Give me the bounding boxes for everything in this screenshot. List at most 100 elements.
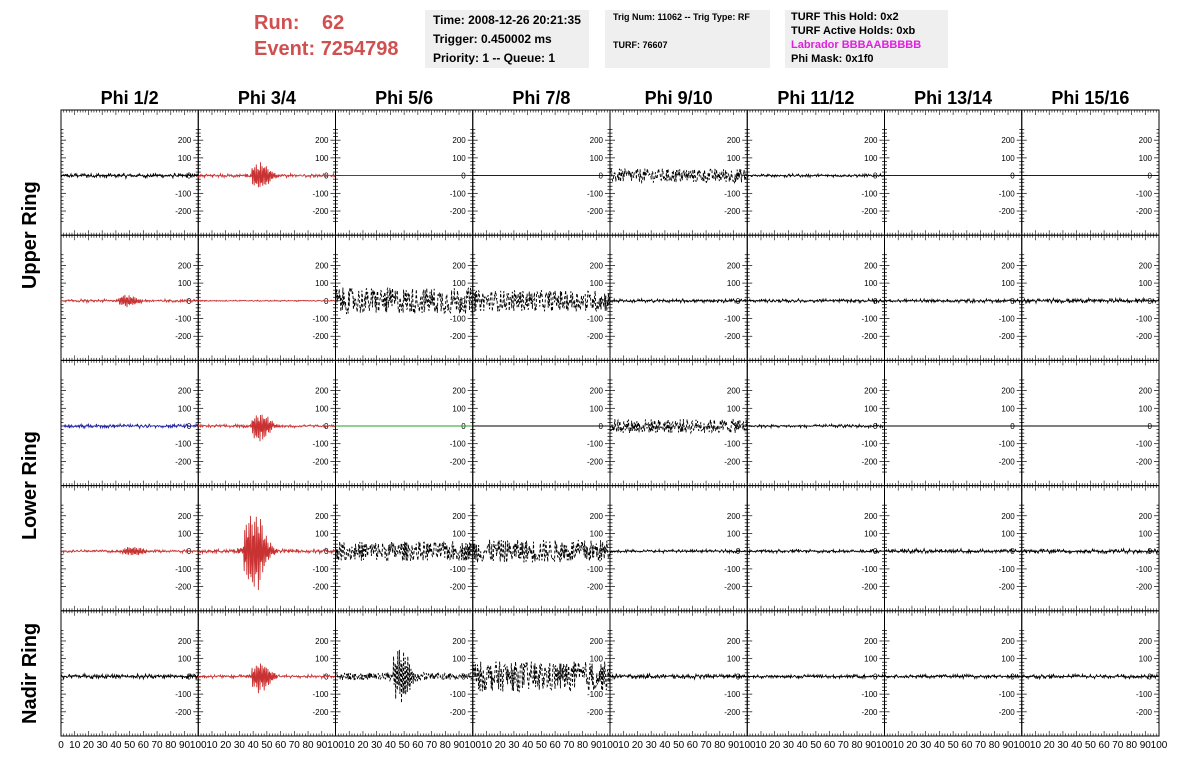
turf-active-text: TURF Active Holds: 0xb	[791, 25, 916, 37]
waveform-trace	[60, 546, 199, 556]
y-tick-label: 200	[178, 261, 192, 270]
waveform-trace	[60, 294, 199, 308]
panel-frame	[197, 234, 336, 361]
y-tick-label: -100	[1136, 440, 1153, 449]
y-tick-label: 200	[452, 136, 466, 145]
y-tick-label: 0	[1148, 172, 1153, 181]
y-tick-label: -200	[450, 583, 467, 592]
panel-frame	[472, 485, 611, 612]
column-title: Phi 13/14	[914, 88, 992, 108]
y-tick-label: -200	[175, 332, 192, 341]
y-tick-label: -100	[587, 440, 604, 449]
y-tick-label: 100	[864, 279, 878, 288]
panel-frame	[335, 359, 474, 487]
y-tick-label: 0	[1010, 422, 1015, 431]
y-tick-label: -200	[450, 457, 467, 466]
turf-hold-box: TURF This Hold: 0x2 TURF Active Holds: 0…	[785, 10, 948, 68]
y-tick-label: 100	[452, 154, 466, 163]
y-tick-label: -200	[587, 332, 604, 341]
y-tick-label: 100	[864, 529, 878, 538]
waveform-trace	[609, 547, 748, 555]
y-tick-label: 200	[178, 512, 192, 521]
y-tick-label: 100	[178, 404, 192, 413]
panel-frame	[472, 109, 611, 236]
y-tick-label: 200	[178, 136, 192, 145]
panel-frame	[609, 485, 748, 612]
y-tick-label: -200	[175, 583, 192, 592]
y-tick-label: 200	[452, 261, 466, 270]
event-label: Event:	[254, 38, 316, 60]
y-tick-label: -100	[312, 315, 329, 324]
y-tick-label: -100	[312, 189, 329, 198]
panel-frame	[472, 234, 611, 361]
y-tick-label: -200	[175, 207, 192, 216]
y-tick-label: -100	[724, 315, 741, 324]
y-tick-label: 100	[590, 529, 604, 538]
panel-frame	[335, 109, 474, 236]
y-tick-label: -100	[999, 440, 1016, 449]
column-title: Phi 1/2	[101, 88, 159, 108]
y-tick-label: -200	[312, 457, 329, 466]
y-tick-label: 200	[1139, 261, 1153, 270]
y-tick-label: 0	[187, 172, 192, 181]
waveform-trace	[1021, 296, 1160, 305]
y-tick-label: 100	[727, 404, 741, 413]
priority-text: Priority: 1 -- Queue: 1	[433, 51, 556, 65]
panel-frame	[60, 109, 199, 236]
run-value: 62	[322, 12, 345, 34]
y-tick-label: 200	[864, 512, 878, 521]
y-tick-label: -100	[175, 315, 192, 324]
trigger-text: Trigger: 0.450002 ms	[433, 32, 552, 46]
y-tick-label: -200	[724, 583, 741, 592]
column-title: Phi 9/10	[645, 88, 713, 108]
y-tick-label: -200	[861, 207, 878, 216]
panel-frame	[1021, 359, 1160, 487]
waveform-trace	[746, 297, 885, 305]
y-tick-label: 200	[315, 261, 329, 270]
labrador-text: Labrador BBBAABBBBB	[791, 39, 922, 51]
y-tick-label: 200	[1139, 387, 1153, 396]
y-tick-label: -200	[861, 457, 878, 466]
column-title: Phi 11/12	[777, 88, 854, 108]
waveform-trace	[746, 548, 885, 555]
y-tick-label: 0	[187, 547, 192, 556]
panel-frame	[884, 109, 1023, 236]
y-tick-label: -100	[861, 440, 878, 449]
run-event-header: Run: 62 Event: 7254798	[254, 10, 399, 62]
waveform-trace	[747, 422, 885, 430]
trig-num-text: Trig Num: 11062 -- Trig Type: RF	[613, 12, 750, 22]
y-tick-label: 100	[864, 404, 878, 413]
y-tick-label: 0	[599, 547, 604, 556]
panel-frame	[884, 359, 1023, 487]
y-tick-label: 0	[873, 422, 878, 431]
y-tick-label: -100	[587, 189, 604, 198]
y-tick-label: -100	[724, 565, 741, 574]
y-tick-label: 200	[727, 136, 741, 145]
y-tick-label: -200	[724, 207, 741, 216]
waveform-trace	[472, 290, 611, 313]
y-tick-label: -200	[861, 332, 878, 341]
y-tick-label: -200	[587, 583, 604, 592]
y-tick-label: 200	[864, 136, 878, 145]
y-tick-label: 100	[590, 404, 604, 413]
y-tick-label: 200	[1001, 261, 1015, 270]
panel-frame	[746, 109, 885, 236]
waveform-trace	[472, 539, 611, 563]
y-tick-label: -100	[724, 440, 741, 449]
waveform-trace	[60, 422, 199, 430]
y-tick-label: -100	[450, 315, 467, 324]
y-tick-label: -100	[1136, 189, 1153, 198]
y-tick-label: -200	[1136, 332, 1153, 341]
waveform-trace	[335, 286, 474, 315]
